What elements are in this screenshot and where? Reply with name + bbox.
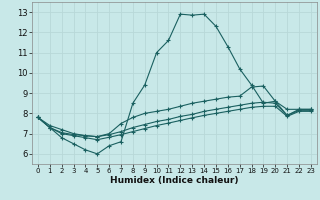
X-axis label: Humidex (Indice chaleur): Humidex (Indice chaleur) <box>110 176 239 185</box>
